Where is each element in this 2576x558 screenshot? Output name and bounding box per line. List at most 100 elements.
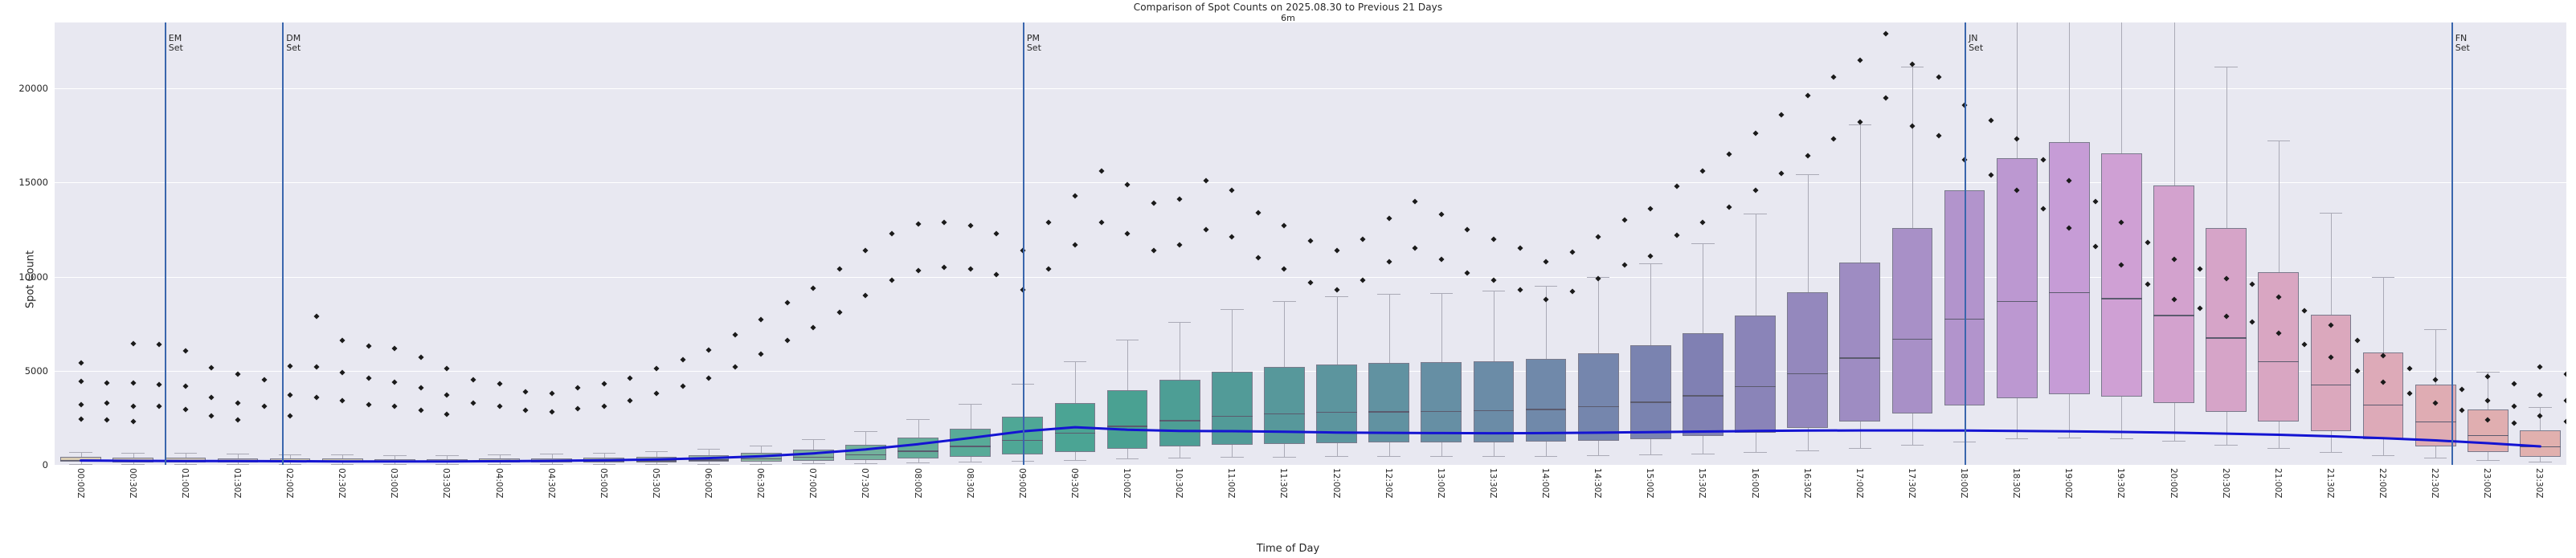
whisker-cap-lower [540, 464, 563, 465]
whisker-upper [1912, 66, 1913, 228]
median-line [1683, 395, 1723, 397]
median-line [1368, 411, 1410, 413]
whisker-cap-lower [1115, 458, 1139, 460]
whisker-lower [237, 462, 239, 465]
x-tick-label: 22:00Z [2378, 468, 2388, 499]
whisker-cap-upper [278, 454, 302, 455]
whisker-cap-upper [174, 453, 198, 454]
median-line [740, 458, 782, 460]
whisker-lower [2330, 430, 2332, 452]
annotation-line [1965, 22, 1967, 465]
whisker-cap-lower [1796, 450, 1819, 451]
whisker-cap-upper [1796, 174, 1819, 176]
whisker-cap-upper [1691, 242, 1715, 244]
whisker-cap-upper [488, 454, 511, 456]
whisker-upper [237, 454, 239, 458]
annotation-line [164, 22, 166, 465]
whisker-lower [918, 458, 919, 463]
median-line [2153, 315, 2194, 316]
annotation-line [282, 22, 284, 465]
whisker-lower [813, 461, 815, 464]
box [898, 438, 938, 459]
whisker-cap-lower [1639, 454, 1662, 456]
x-tick-label: 16:30Z [1801, 468, 1812, 499]
x-tick-label: 04:30Z [546, 468, 556, 499]
box [2414, 384, 2456, 446]
box [950, 428, 992, 457]
x-tick-label: 14:30Z [1593, 468, 1603, 499]
whisker-cap-upper [592, 453, 616, 454]
box [1159, 380, 1200, 447]
x-tick-label: 11:30Z [1278, 468, 1289, 499]
whisker-upper [1336, 295, 1338, 365]
whisker-cap-lower [854, 462, 877, 464]
whisker-cap-lower [1011, 460, 1035, 462]
x-tick-label: 23:30Z [2534, 468, 2545, 499]
whisker-cap-lower [1848, 447, 1872, 449]
x-tick-label: 13:30Z [1487, 468, 1498, 499]
box [2206, 227, 2247, 413]
x-tick-label: 13:00Z [1435, 468, 1445, 499]
median-line [1996, 301, 2038, 303]
x-tick-label: 15:00Z [1645, 468, 1655, 499]
whisker-cap-upper [854, 431, 877, 433]
whisker-lower [1650, 438, 1652, 455]
x-tick-label: 05:30Z [650, 468, 660, 499]
whisker-cap-lower [1744, 452, 1767, 454]
whisker-upper [2330, 212, 2332, 315]
whisker-cap-upper [906, 419, 930, 421]
x-tick-label: 19:00Z [2063, 468, 2074, 499]
whisker-cap-lower [278, 464, 302, 465]
x-tick-label: 17:30Z [1906, 468, 1916, 499]
whisker-cap-upper [644, 451, 669, 453]
whisker-cap-lower [121, 464, 145, 465]
y-tick-label: 0 [42, 459, 48, 470]
whisker-upper [342, 454, 344, 459]
x-tick-label: 22:30Z [2430, 468, 2440, 499]
whisker-cap-upper [435, 454, 459, 456]
whisker-cap-lower [2476, 460, 2500, 462]
annotation-label: JN Set [1969, 33, 1984, 53]
whisker-cap-lower [1221, 457, 1244, 458]
whisker-upper [2121, 22, 2123, 153]
whisker-upper [2278, 141, 2280, 272]
whisker-cap-upper [1273, 300, 1296, 302]
box [1683, 332, 1723, 437]
whisker-cap-lower [1900, 444, 1924, 446]
whisker-upper [290, 454, 292, 459]
whisker-cap-lower [1325, 456, 1348, 458]
whisker-cap-upper [1429, 292, 1454, 294]
x-tick-label: 09:00Z [1016, 468, 1027, 499]
median-line [792, 456, 834, 458]
whisker-cap-lower [69, 464, 92, 465]
x-tick-label: 07:00Z [808, 468, 818, 499]
box [1106, 390, 1148, 450]
x-tick-label: 04:00Z [493, 468, 504, 499]
whisker-cap-lower [2005, 438, 2029, 440]
median-line [1787, 373, 1829, 375]
whisker-upper [2435, 329, 2437, 385]
whisker-upper [1546, 286, 1548, 359]
x-tick-label: 15:30Z [1697, 468, 1707, 499]
whisker-cap-lower [1429, 456, 1454, 458]
whisker-lower [2017, 397, 2018, 439]
whisker-cap-upper [1063, 360, 1087, 362]
whisker-lower [1127, 449, 1129, 459]
x-tick-label: 00:00Z [75, 468, 85, 499]
whisker-lower [603, 462, 605, 465]
median-line [898, 450, 938, 452]
whisker-lower [1546, 442, 1548, 456]
median-line [1735, 385, 1776, 387]
x-tick-label: 23:00Z [2482, 468, 2492, 499]
x-tick-label: 11:00Z [1226, 468, 1237, 499]
whisker-cap-upper [69, 451, 92, 453]
whisker-upper [1807, 174, 1809, 292]
whisker-lower [2121, 396, 2123, 438]
box [2153, 185, 2194, 404]
median-line [2101, 298, 2142, 299]
whisker-cap-upper [959, 403, 982, 405]
annotation-label: EM Set [168, 33, 183, 53]
x-tick-label: 18:30Z [2011, 468, 2022, 499]
gridline [55, 182, 2566, 184]
whisker-lower [2435, 446, 2437, 458]
